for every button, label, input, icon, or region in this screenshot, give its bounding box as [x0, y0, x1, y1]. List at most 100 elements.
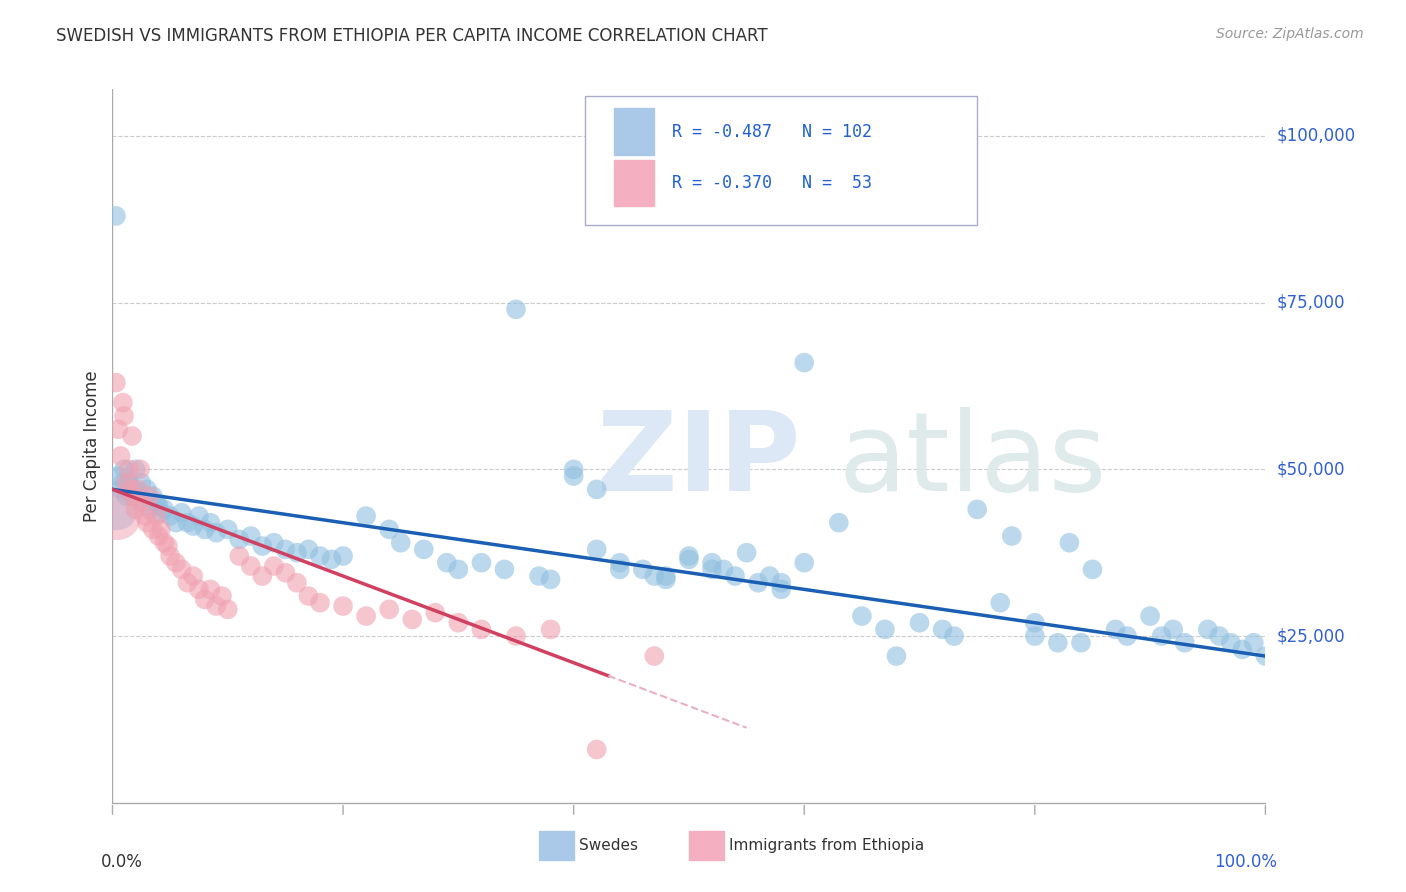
Point [111, 395, 134, 409]
Point [187, 509, 211, 524]
Point [170, 562, 193, 576]
Point [107, 422, 129, 436]
Point [1059, 535, 1081, 549]
Point [562, 462, 585, 476]
Point [494, 562, 516, 576]
Point [217, 522, 239, 536]
Point [252, 569, 274, 583]
Text: R = -0.370   N =  53: R = -0.370 N = 53 [672, 174, 872, 192]
Point [153, 502, 176, 516]
Point [585, 542, 607, 557]
Point [1081, 562, 1104, 576]
Point [118, 483, 141, 497]
Point [138, 502, 160, 516]
Point [354, 609, 377, 624]
Point [447, 615, 470, 630]
Point [1208, 629, 1230, 643]
Point [1254, 649, 1277, 664]
Point [585, 742, 607, 756]
Point [156, 539, 179, 553]
Point [127, 485, 149, 500]
Point [105, 502, 128, 516]
Point [793, 556, 815, 570]
Point [274, 566, 297, 580]
Text: Immigrants from Ethiopia: Immigrants from Ethiopia [730, 838, 925, 853]
Point [194, 592, 217, 607]
Point [758, 569, 780, 583]
FancyBboxPatch shape [614, 109, 654, 155]
Point [134, 509, 156, 524]
Point [931, 623, 953, 637]
Point [142, 489, 165, 503]
Point [112, 409, 135, 423]
Point [770, 575, 793, 590]
Point [297, 589, 319, 603]
Point [134, 496, 156, 510]
Point [228, 533, 250, 547]
Point [1161, 623, 1184, 637]
Point [129, 496, 153, 510]
Point [129, 462, 152, 476]
Point [851, 609, 873, 624]
Point [274, 542, 297, 557]
Point [332, 549, 354, 563]
Point [988, 596, 1011, 610]
Text: $25,000: $25,000 [1277, 627, 1346, 645]
Point [217, 602, 239, 616]
Point [643, 569, 665, 583]
Point [181, 519, 204, 533]
Point [793, 356, 815, 370]
Point [115, 475, 138, 490]
Point [263, 559, 285, 574]
Point [378, 602, 401, 616]
Point [309, 549, 332, 563]
Point [228, 549, 250, 563]
Point [138, 489, 160, 503]
Point [585, 483, 607, 497]
FancyBboxPatch shape [538, 831, 574, 860]
Point [149, 506, 172, 520]
Point [205, 525, 228, 540]
Point [200, 582, 222, 597]
Point [655, 573, 678, 587]
Point [110, 483, 132, 497]
Point [129, 475, 153, 490]
Point [194, 522, 217, 536]
Point [700, 556, 723, 570]
Point [120, 479, 142, 493]
Point [117, 462, 139, 476]
Point [425, 606, 447, 620]
Point [117, 475, 139, 490]
Point [200, 516, 222, 530]
Point [447, 562, 470, 576]
Text: R = -0.487   N = 102: R = -0.487 N = 102 [672, 123, 872, 141]
Point [401, 612, 423, 626]
Point [124, 502, 146, 516]
Point [239, 559, 262, 574]
Text: SWEDISH VS IMMIGRANTS FROM ETHIOPIA PER CAPITA INCOME CORRELATION CHART: SWEDISH VS IMMIGRANTS FROM ETHIOPIA PER … [56, 27, 768, 45]
Point [540, 623, 562, 637]
Point [470, 623, 492, 637]
Point [145, 496, 167, 510]
Point [1232, 642, 1254, 657]
Point [309, 596, 332, 610]
Point [540, 573, 562, 587]
Point [1024, 615, 1046, 630]
Point [159, 509, 181, 524]
Point [124, 462, 146, 476]
Point [505, 629, 527, 643]
Point [655, 569, 678, 583]
Point [285, 575, 308, 590]
Point [609, 562, 631, 576]
Point [354, 509, 377, 524]
Point [643, 649, 665, 664]
Point [943, 629, 966, 643]
Text: $50,000: $50,000 [1277, 460, 1346, 478]
Point [122, 489, 145, 503]
Point [187, 582, 211, 597]
Point [747, 575, 769, 590]
Y-axis label: Per Capita Income: Per Capita Income [83, 370, 101, 522]
Point [873, 623, 896, 637]
Point [966, 502, 988, 516]
Point [562, 469, 585, 483]
